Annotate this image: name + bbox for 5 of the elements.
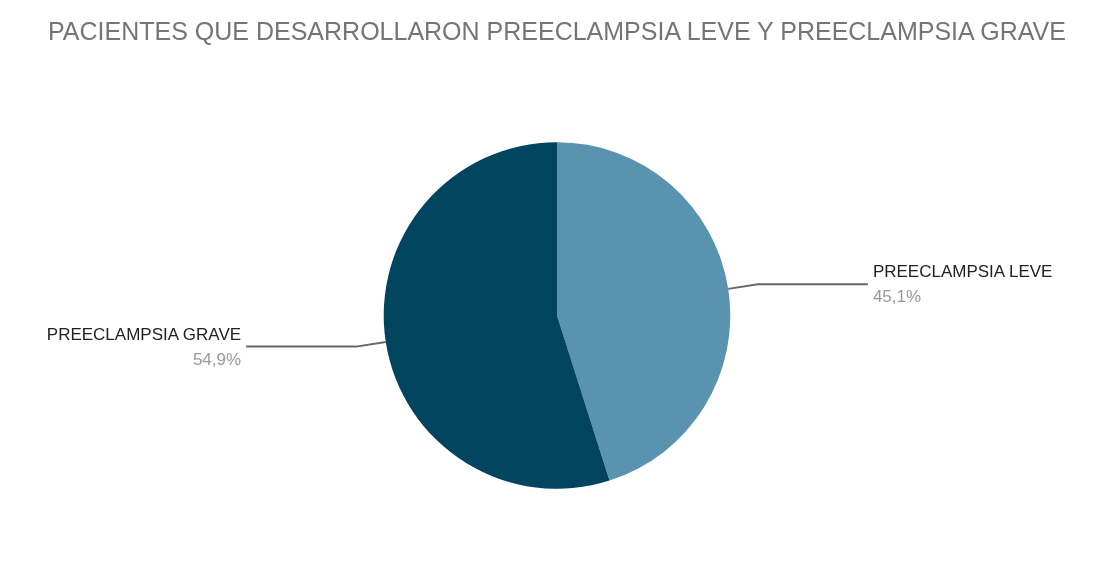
slice-label: PREECLAMPSIA LEVE: [872, 262, 1053, 282]
chart-title: PACIENTES QUE DESARROLLARON PREECLAMPSIA LEVE Y PREECLAMPSIA GRAVE: [48, 16, 1066, 45]
data-label: 45,1%: [872, 287, 922, 307]
slice-label: PREECLAMPSIA GRAVE: [46, 324, 242, 344]
data-label: 54,9%: [192, 349, 242, 369]
